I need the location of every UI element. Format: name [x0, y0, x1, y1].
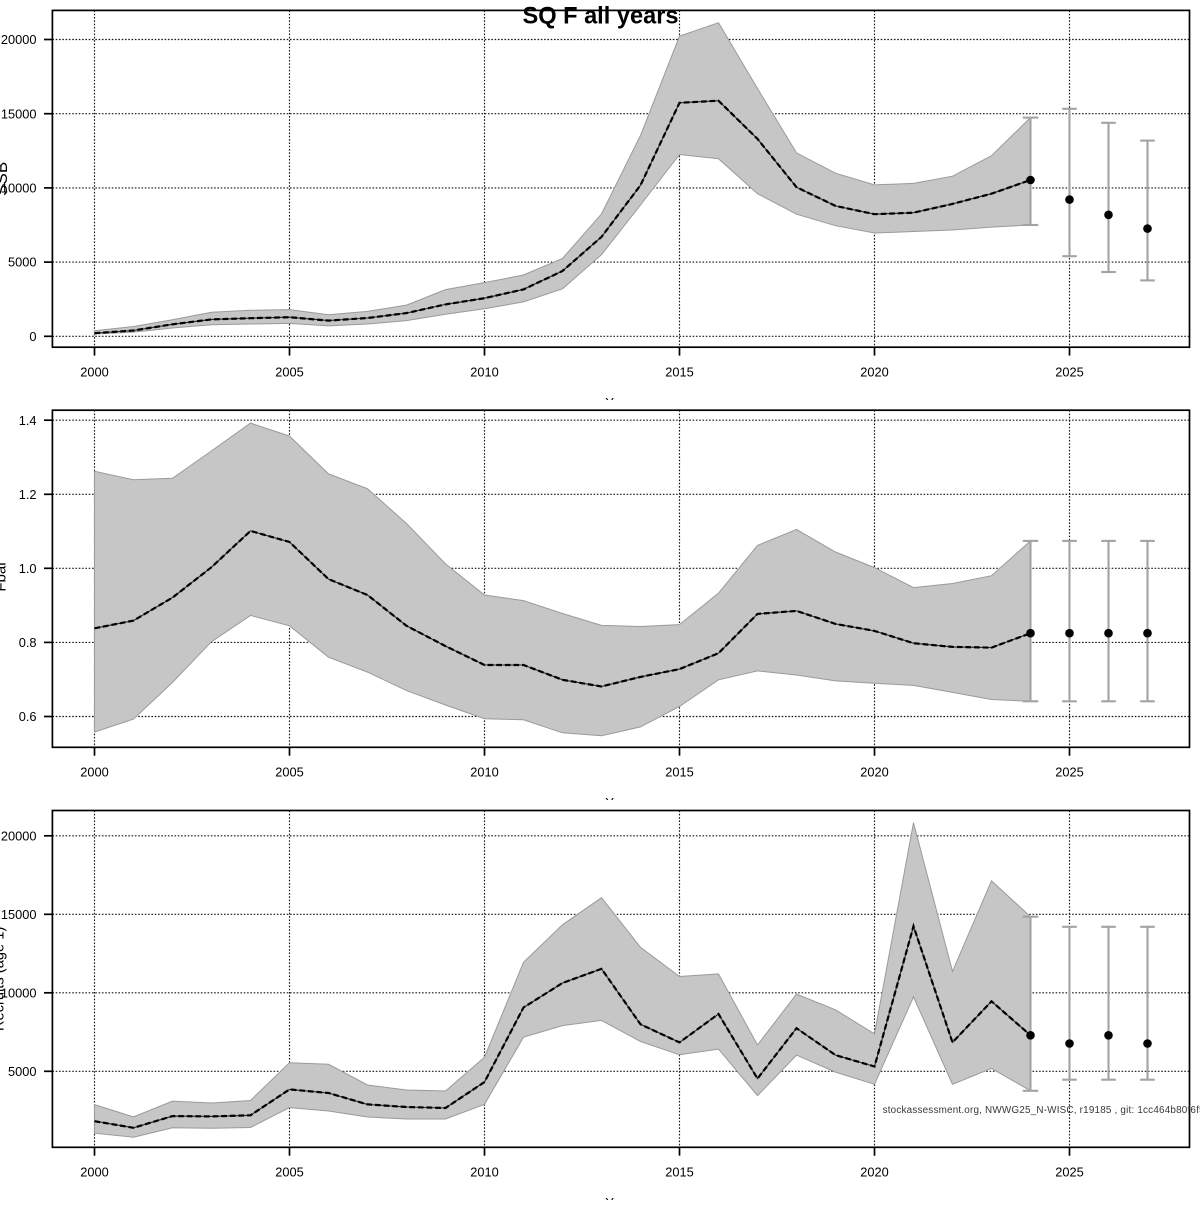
- svg-text:2000: 2000: [80, 1164, 108, 1179]
- svg-text:2015: 2015: [665, 1164, 693, 1179]
- svg-text:2025: 2025: [1055, 364, 1083, 379]
- svg-text:2000: 2000: [80, 364, 108, 379]
- svg-text:15000: 15000: [1, 106, 37, 121]
- svg-text:1.0: 1.0: [19, 561, 37, 576]
- svg-text:2020: 2020: [860, 364, 888, 379]
- svg-text:1.4: 1.4: [19, 413, 37, 428]
- svg-text:15000: 15000: [1, 907, 37, 922]
- svg-text:10000: 10000: [1, 181, 37, 196]
- svg-text:SSB: SSB: [0, 162, 11, 196]
- svg-text:Recruits (age 1): Recruits (age 1): [0, 927, 8, 1031]
- svg-text:5000: 5000: [8, 1064, 36, 1079]
- svg-text:2025: 2025: [1055, 764, 1083, 779]
- svg-text:Year: Year: [605, 395, 632, 410]
- svg-text:5000: 5000: [8, 255, 36, 270]
- svg-text:Year: Year: [605, 1195, 632, 1200]
- svg-text:SQ F all years: SQ F all years: [522, 4, 678, 30]
- svg-text:0.6: 0.6: [19, 709, 37, 724]
- svg-text:20000: 20000: [1, 32, 37, 47]
- svg-text:2010: 2010: [470, 1164, 498, 1179]
- svg-text:2005: 2005: [275, 1164, 303, 1179]
- svg-text:2020: 2020: [860, 1164, 888, 1179]
- svg-text:2010: 2010: [470, 764, 498, 779]
- svg-text:0: 0: [29, 329, 36, 344]
- svg-text:2025: 2025: [1055, 1164, 1083, 1179]
- svg-text:10000: 10000: [1, 985, 37, 1000]
- svg-text:2005: 2005: [275, 764, 303, 779]
- svg-text:2020: 2020: [860, 764, 888, 779]
- svg-text:2005: 2005: [275, 364, 303, 379]
- svg-text:Year: Year: [605, 795, 632, 810]
- svg-text:20000: 20000: [1, 828, 37, 843]
- svg-text:Fbar: Fbar: [0, 561, 10, 592]
- svg-text:0.8: 0.8: [19, 635, 37, 650]
- svg-text:stockassessment.org, NWWG25_N-: stockassessment.org, NWWG25_N-WISC, r191…: [883, 1105, 1200, 1116]
- svg-text:2000: 2000: [80, 764, 108, 779]
- svg-text:2015: 2015: [665, 764, 693, 779]
- svg-text:2010: 2010: [470, 364, 498, 379]
- svg-text:2015: 2015: [665, 364, 693, 379]
- svg-text:1.2: 1.2: [19, 487, 37, 502]
